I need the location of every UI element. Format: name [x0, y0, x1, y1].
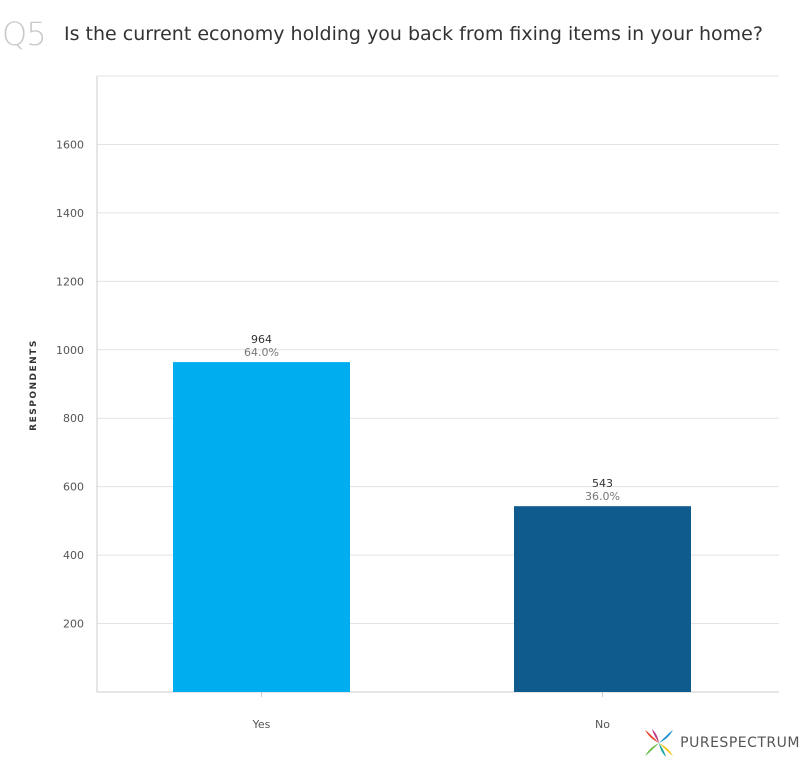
bar-percent-label: 64.0% [244, 346, 279, 359]
x-tick-label: Yes [252, 718, 271, 731]
bar-no [514, 506, 691, 692]
y-tick-label: 1600 [56, 138, 84, 151]
y-axis-ticks: 200 400 600 800 1000 1200 1400 1600 [56, 138, 84, 630]
x-axis-ticks: Yes No [252, 692, 610, 731]
brand-logo: PURESPECTRUM [642, 726, 800, 760]
bar-percent-label: 36.0% [585, 490, 620, 503]
question-text: Is the current economy holding you back … [64, 23, 763, 45]
brand-name: PURESPECTRUM [680, 735, 800, 751]
y-tick-label: 600 [63, 481, 84, 494]
y-axis-label: RESPONDENTS [29, 339, 39, 431]
y-tick-label: 400 [63, 549, 84, 562]
y-tick-label: 800 [63, 412, 84, 425]
question-header: Q5 Is the current economy holding you ba… [0, 14, 763, 54]
bar-value-label: 543 [592, 477, 613, 490]
purespectrum-logo-icon [645, 729, 674, 757]
x-tick-label: No [595, 718, 610, 731]
bar-value-label: 964 [251, 333, 272, 346]
gridlines [97, 75, 779, 625]
y-tick-label: 200 [63, 618, 84, 631]
y-tick-label: 1000 [56, 344, 84, 357]
question-number: Q5 [2, 15, 47, 53]
y-tick-label: 1200 [56, 275, 84, 288]
y-tick-label: 1400 [56, 207, 84, 220]
bar-yes [173, 362, 350, 692]
